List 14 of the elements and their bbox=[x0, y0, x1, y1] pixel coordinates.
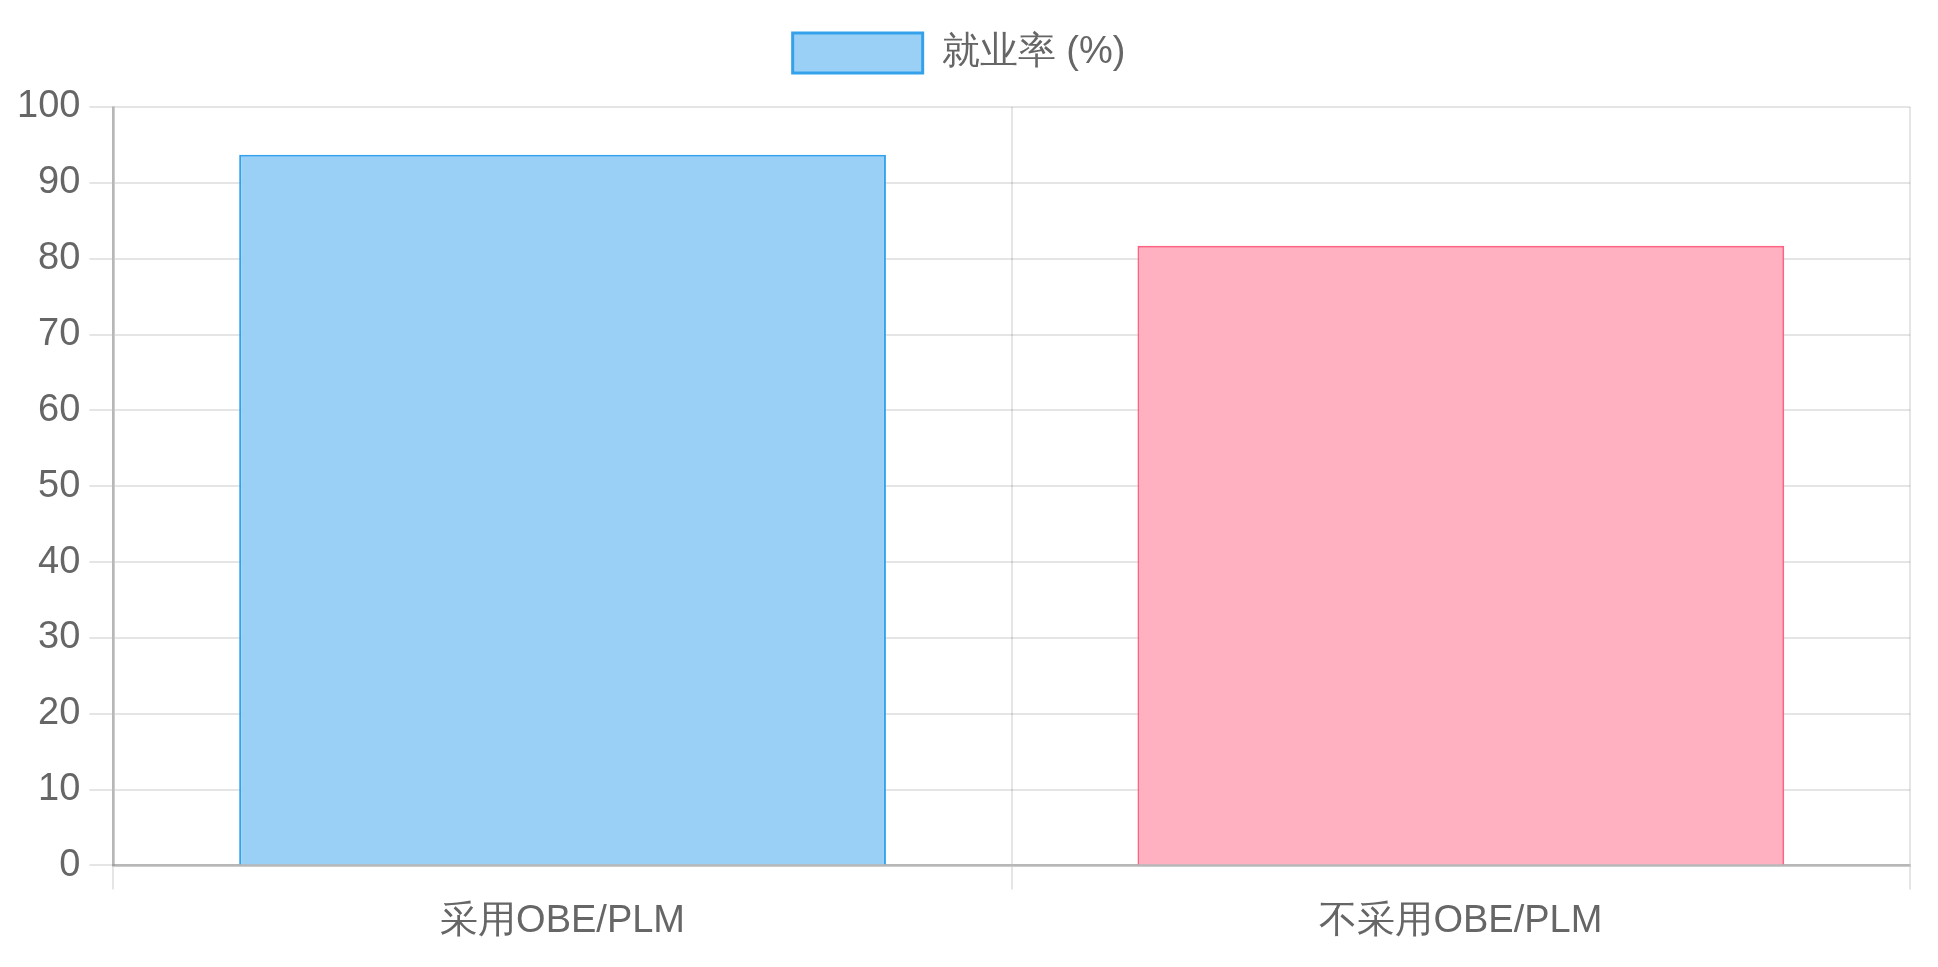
y-tick-label: 0 bbox=[59, 841, 81, 884]
y-tick-label: 10 bbox=[38, 766, 81, 809]
y-tick-label: 50 bbox=[38, 462, 81, 505]
y-tick-label: 100 bbox=[17, 83, 81, 126]
legend-label: 就业率 (%) bbox=[941, 29, 1126, 72]
y-tick-label: 70 bbox=[38, 311, 81, 353]
y-tick-label: 60 bbox=[38, 386, 81, 429]
x-tick-label: 采用OBE/PLM bbox=[440, 897, 686, 940]
y-tick-label: 30 bbox=[38, 614, 81, 657]
y-tick-label: 90 bbox=[38, 159, 81, 202]
y-tick-label: 40 bbox=[38, 538, 81, 581]
y-tick-label: 80 bbox=[38, 235, 81, 278]
x-tick-label: 不采用OBE/PLM bbox=[1319, 897, 1603, 940]
y-tick-label: 20 bbox=[38, 690, 81, 733]
